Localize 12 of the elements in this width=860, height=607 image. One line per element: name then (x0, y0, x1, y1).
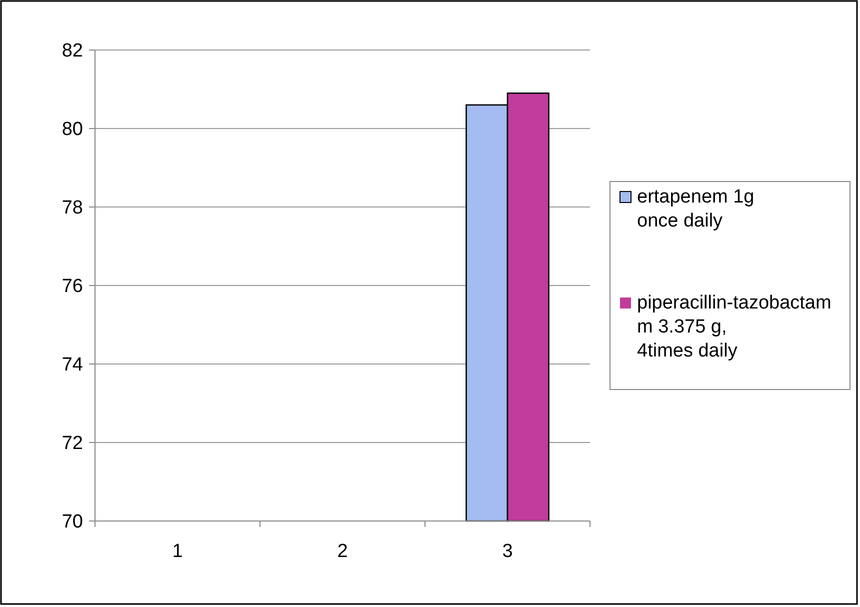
y-tick-label: 70 (62, 512, 83, 533)
x-tick-label: 3 (502, 541, 513, 562)
y-tick-label: 74 (62, 354, 84, 376)
x-tick-label: 1 (172, 541, 183, 562)
y-tick-label: 78 (62, 198, 83, 219)
legend-label: ertapenem 1g once daily (637, 186, 754, 232)
x-tick-label: 2 (337, 541, 348, 562)
legend-label: piperacillin-tazobactam m 3.375 g, 4times daily (637, 292, 832, 362)
y-tick-label: 82 (62, 40, 83, 62)
y-tick-label: 80 (62, 119, 83, 140)
y-tick-label: 76 (62, 276, 83, 298)
y-tick-label: 72 (62, 433, 83, 454)
